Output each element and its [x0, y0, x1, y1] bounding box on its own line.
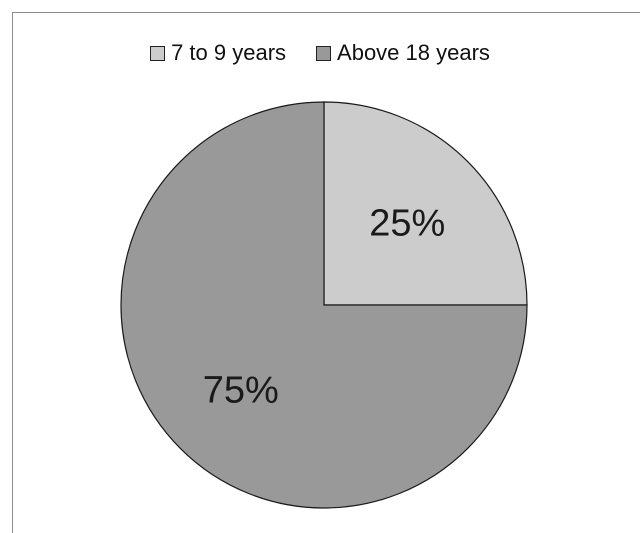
pie-slice-above-18-years: [120, 101, 528, 509]
legend-label-above-18-years: Above 18 years: [337, 40, 490, 65]
data-label-7-to-9-years: 25%: [369, 203, 445, 245]
legend-item-7-to-9-years: 7 to 9 years: [150, 40, 286, 66]
legend-label-7-to-9-years: 7 to 9 years: [171, 40, 287, 65]
legend-swatch-7-to-9-years: [150, 45, 166, 61]
legend: 7 to 9 years Above 18 years: [0, 36, 640, 70]
pie-slice-7-to-9-years: [323, 101, 528, 306]
legend-swatch-above-18-years: [316, 45, 332, 61]
chart-frame: [12, 12, 640, 533]
data-label-above-18-years: 75%: [203, 369, 279, 411]
legend-item-above-18-years: Above 18 years: [316, 40, 490, 66]
